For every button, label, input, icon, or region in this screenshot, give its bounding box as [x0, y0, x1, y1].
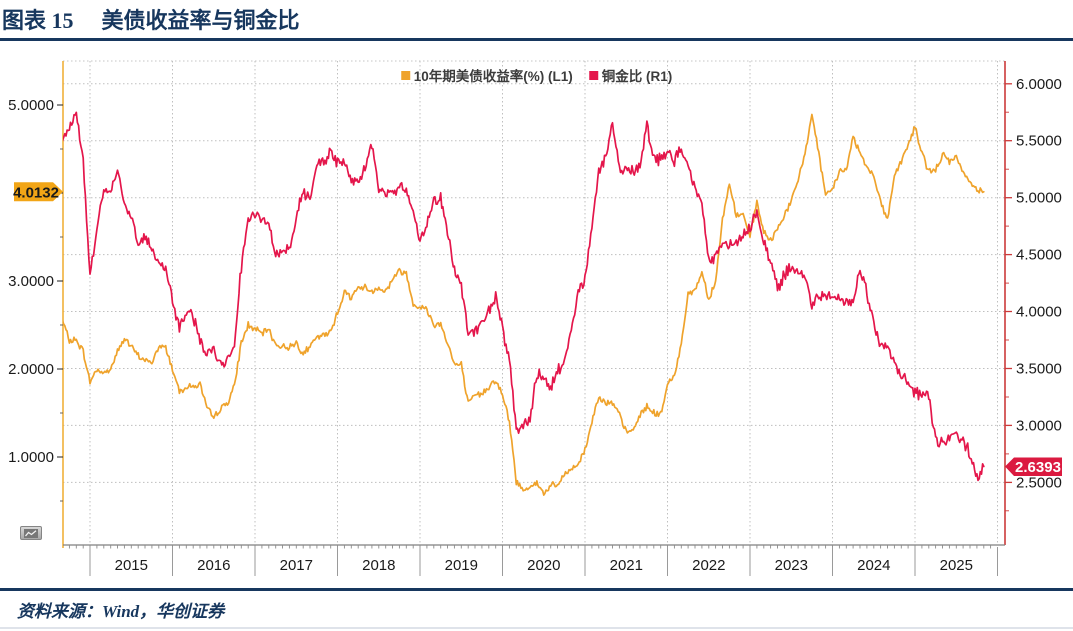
- figure-title-text: 美债收益率与铜金比: [101, 8, 300, 33]
- page-bottom-edge: [0, 627, 1073, 629]
- x-axis-year-label: 2025: [940, 557, 973, 574]
- right-axis-tick-label: 2.5000: [1016, 474, 1062, 491]
- right-axis-tick-label: 3.0000: [1016, 417, 1062, 434]
- left-axis-tick-label: 3.0000: [8, 273, 54, 290]
- right-tag-value: 2.6393: [1015, 459, 1061, 476]
- series-us10y-line: [63, 113, 985, 496]
- legend-label: 10年期美债收益率(%) (L1): [413, 69, 573, 84]
- figure-label: 图表 15: [2, 8, 74, 33]
- legend-swatch-icon: [400, 70, 410, 80]
- x-axis-year-label: 2016: [197, 557, 230, 574]
- series-copper-gold-line: [63, 111, 985, 482]
- chart-canvas: 5.0000 3.0000 2.0000 1.0000 6.0000 5.5000 5.00…: [8, 60, 1062, 576]
- title-divider: [0, 38, 1073, 41]
- axes: 5.0000 3.0000 2.0000 1.0000 6.0000 5.5000 5.00…: [8, 61, 1062, 576]
- left-tag-value: 4.0132: [13, 184, 59, 201]
- right-axis-value-tag: 2.6393: [1005, 457, 1062, 476]
- plot-grid: [63, 60, 1005, 545]
- x-axis-year-label: 2020: [527, 557, 560, 574]
- x-axis-year-label: 2017: [280, 557, 313, 574]
- right-axis-tick-label: 3.5000: [1016, 361, 1062, 378]
- left-axis-tick-label: 1.0000: [8, 449, 54, 466]
- legend-item: 10年期美债收益率(%) (L1): [400, 65, 573, 85]
- chart-legend: 10年期美债收益率(%) (L1) 铜金比 (R1): [400, 65, 673, 85]
- left-axis-tick-label: 2.0000: [8, 361, 54, 378]
- x-axis-year-label: 2023: [775, 557, 808, 574]
- right-axis-tick-label: 4.5000: [1016, 247, 1062, 264]
- legend-label: 铜金比 (R1): [601, 69, 673, 84]
- right-axis-tick-label: 5.5000: [1016, 133, 1062, 150]
- right-axis-tick-label: 5.0000: [1016, 190, 1062, 207]
- legend-item: 铜金比 (R1): [588, 65, 673, 85]
- line-chart-icon: [24, 528, 38, 538]
- right-axis-tick-label: 4.0000: [1016, 304, 1062, 321]
- right-tag-shape: [1005, 457, 1062, 476]
- x-axis-year-label: 2018: [362, 557, 395, 574]
- left-tag-shape: [14, 182, 63, 202]
- left-axis-tick-label: 5.0000: [8, 97, 54, 114]
- left-axis-value-tag: 4.0132: [13, 182, 63, 202]
- source-note: 资料来源：Wind，华创证券: [17, 602, 225, 621]
- chart-settings-button[interactable]: [20, 526, 42, 540]
- x-axis-year-label: 2015: [115, 557, 148, 574]
- x-axis-year-label: 2021: [610, 557, 643, 574]
- legend-swatch-icon: [588, 70, 598, 80]
- series-lines: [63, 111, 985, 496]
- figure-title: 图表 15 美债收益率与铜金比: [2, 3, 300, 35]
- x-axis-year-label: 2022: [692, 557, 725, 574]
- x-axis-year-label: 2019: [445, 557, 478, 574]
- footer-divider: [0, 588, 1073, 591]
- right-axis-tick-label: 6.0000: [1016, 76, 1062, 93]
- x-axis-year-label: 2024: [857, 557, 890, 574]
